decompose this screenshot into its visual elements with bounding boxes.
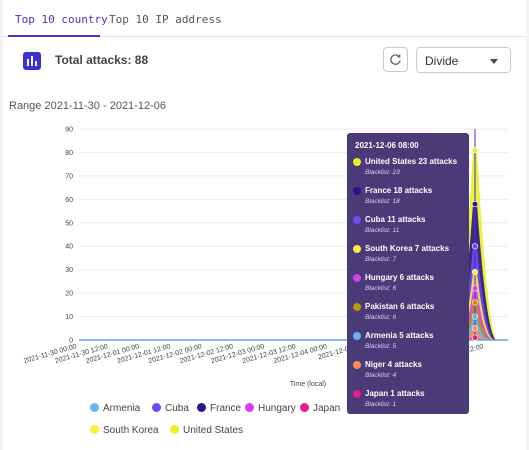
tooltip-item: South Korea 7 attacks Blacklist: 7: [353, 243, 467, 271]
legend-label: Armenia: [103, 403, 141, 414]
tooltip-item-blacklist: Blacklist: 18: [365, 198, 400, 205]
legend-dot-icon: [245, 403, 254, 412]
legend-label: France: [210, 403, 242, 414]
series-dot-icon: [353, 274, 361, 282]
y-tick-label: 90: [65, 127, 73, 134]
legend-dot-icon: [152, 403, 161, 412]
active-tab-indicator: [8, 35, 100, 37]
y-axis: 0 10 20 30 40 50 60 70 80 90: [65, 127, 73, 345]
series-dot-icon: [353, 216, 361, 224]
tooltip-item-blacklist: Blacklist: 6: [365, 285, 397, 292]
y-tick-label: 50: [65, 220, 73, 227]
legend-dot-icon: [90, 425, 99, 434]
legend-dot-icon: [90, 403, 99, 412]
series-dot-icon: [353, 361, 361, 369]
series-dot-icon: [353, 158, 361, 166]
legend-item-united-states[interactable]: United States: [170, 425, 243, 436]
legend-dot-icon: [170, 425, 179, 434]
series-dot-icon: [353, 187, 361, 195]
tooltip-item: Niger 4 attacks Blacklist: 4: [353, 359, 467, 387]
tooltip-item-label: Niger 4 attacks: [365, 360, 422, 369]
y-tick-label: 10: [65, 314, 73, 321]
tooltip-item-blacklist: Blacklist: 6: [365, 314, 397, 321]
legend-item-france[interactable]: France: [197, 403, 241, 414]
tooltip-item-label: Japan 1 attacks: [365, 389, 425, 398]
tooltip-item-label: Cuba 11 attacks: [365, 215, 426, 224]
legend-label: Japan: [313, 403, 341, 414]
tooltip-item-blacklist: Blacklist: 1: [365, 401, 397, 408]
legend-dot-icon: [197, 403, 206, 412]
y-tick-label: 40: [65, 244, 73, 251]
data-point: [471, 334, 479, 341]
tooltip-item-label: Hungary 6 attacks: [365, 273, 434, 282]
bar-chart-icon: [23, 52, 41, 70]
data-point: [471, 268, 479, 276]
legend-item-hungary[interactable]: Hungary: [245, 403, 296, 414]
legend-label: Cuba: [165, 403, 189, 414]
date-range-label: Range 2021-11-30 - 2021-12-06: [9, 100, 166, 112]
x-axis-label: Time (local): [290, 381, 326, 388]
tab-top-10-ip-address[interactable]: Top 10 IP address: [109, 13, 222, 26]
tooltip-title: 2021-12-06 08:00: [355, 141, 419, 150]
series-dot-icon: [353, 332, 361, 340]
tooltip-item-label: Armenia 5 attacks: [365, 331, 434, 340]
legend-item-japan[interactable]: Japan: [300, 403, 340, 414]
tooltip-item-blacklist: Blacklist: 5: [365, 343, 397, 350]
legend-item-south-korea[interactable]: South Korea: [90, 425, 159, 436]
data-point: [471, 325, 479, 332]
data-point: [471, 147, 479, 154]
legend-label: Hungary: [258, 403, 296, 414]
y-tick-label: 70: [65, 173, 73, 180]
tooltip-item: Cuba 11 attacks Blacklist: 11: [353, 214, 467, 242]
tooltip-item-label: United States 23 attacks: [365, 157, 458, 166]
tooltip-item: Japan 1 attacks Blacklist: 1: [353, 388, 467, 416]
y-tick-label: 0: [69, 338, 73, 345]
y-tick-label: 30: [65, 267, 73, 274]
tooltip-item: Pakistan 6 attacks Blacklist: 6: [353, 301, 467, 329]
chart-tooltip: 2021-12-06 08:00 United States 23 attack…: [347, 133, 469, 414]
x-tick-label: 12:00: [466, 343, 485, 355]
tab-bar: Top 10 country Top 10 IP address: [3, 0, 526, 37]
total-attacks: Total attacks: 88: [55, 53, 149, 67]
tooltip-item: United States 23 attacks Blacklist: 23: [353, 156, 467, 184]
mode-select[interactable]: Divide: [416, 47, 511, 73]
refresh-button[interactable]: [383, 47, 408, 72]
legend-item-armenia[interactable]: Armenia: [90, 403, 140, 414]
tooltip-item-label: South Korea 7 attacks: [365, 244, 450, 253]
mode-select-value: Divide: [425, 54, 459, 68]
data-point: [471, 299, 479, 306]
data-point: [471, 243, 479, 250]
tooltip-item: Armenia 5 attacks Blacklist: 5: [353, 330, 467, 358]
tab-top-10-country[interactable]: Top 10 country: [15, 13, 108, 26]
legend-label: South Korea: [103, 425, 159, 436]
refresh-icon: [390, 54, 401, 65]
data-point: [471, 313, 479, 320]
legend-item-cuba[interactable]: Cuba: [152, 403, 189, 414]
tooltip-item: France 18 attacks Blacklist: 18: [353, 185, 467, 213]
tooltip-item-blacklist: Blacklist: 23: [365, 169, 400, 176]
legend-label: United States: [183, 425, 244, 436]
legend-dot-icon: [300, 403, 309, 412]
series-dot-icon: [353, 390, 361, 398]
series-dot-icon: [353, 303, 361, 311]
tooltip-item-blacklist: Blacklist: 11: [365, 227, 400, 234]
data-point: [471, 200, 479, 208]
tooltip-item-label: France 18 attacks: [365, 186, 433, 195]
y-tick-label: 80: [65, 150, 73, 157]
tooltip-item-blacklist: Blacklist: 4: [365, 372, 397, 379]
tooltip-item-blacklist: Blacklist: 7: [365, 256, 397, 263]
data-point: [471, 285, 479, 292]
y-tick-label: 20: [65, 291, 73, 298]
y-tick-label: 60: [65, 197, 73, 204]
series-dot-icon: [353, 245, 361, 253]
tooltip-item: Hungary 6 attacks Blacklist: 6: [353, 272, 467, 300]
tooltip-item-label: Pakistan 6 attacks: [365, 302, 435, 311]
chevron-down-icon: [490, 59, 498, 64]
